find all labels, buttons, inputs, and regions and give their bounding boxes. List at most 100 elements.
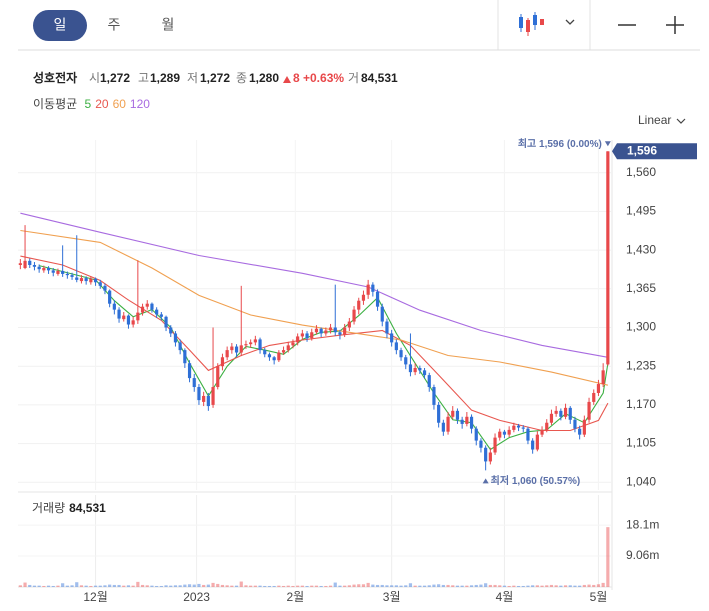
candle-body	[75, 277, 79, 280]
candle-body	[89, 278, 93, 283]
volume-bar	[169, 585, 173, 587]
tab[interactable]: 월	[162, 17, 175, 33]
y-tick-label: 18.1m	[626, 517, 659, 531]
volume-bar	[432, 584, 436, 587]
volume-bar	[79, 585, 84, 587]
candle-body	[249, 342, 253, 345]
volume-bar	[23, 582, 27, 587]
volume-bar	[267, 585, 272, 587]
y-tick-label: 1,430	[626, 242, 656, 256]
volume-bar	[404, 585, 408, 587]
y-tick-label: 1,365	[626, 281, 656, 295]
high-annotation: 최고 1,596 (0.00%)	[518, 137, 602, 150]
volume-bar	[352, 584, 356, 587]
volume-bar	[361, 584, 366, 587]
volume-bar	[93, 585, 98, 587]
y-tick-label: 1,560	[626, 165, 656, 179]
candle-body	[361, 294, 366, 301]
candle-body	[582, 419, 586, 435]
candle-body	[84, 278, 88, 282]
volume-bar	[187, 584, 192, 587]
volume-bar	[328, 585, 333, 587]
candle-body	[484, 447, 488, 462]
candle-body	[51, 270, 55, 273]
volume-bar	[578, 585, 582, 587]
price-tag-label: 1,596	[627, 143, 657, 157]
volume-bar	[300, 585, 304, 587]
volume-bar	[117, 584, 121, 587]
quote-value: 1,272	[200, 71, 230, 85]
volume-bar	[202, 584, 206, 587]
candle-body	[606, 151, 610, 365]
scale-selector[interactable]: Linear	[638, 113, 671, 127]
candle-body	[314, 328, 319, 333]
candle-body	[206, 395, 210, 407]
candle-body	[23, 260, 27, 268]
candle-body	[258, 339, 262, 351]
candle-body	[159, 314, 163, 317]
y-tick-label: 9.06m	[626, 548, 659, 562]
candle-body	[399, 350, 403, 358]
candle-body	[366, 284, 370, 295]
stock-name: 성호전자	[33, 70, 77, 85]
volume-bar	[291, 585, 295, 587]
tab[interactable]: 주	[108, 17, 121, 33]
volume-bar	[441, 584, 445, 587]
low-marker	[482, 478, 489, 484]
change-pct: +0.63%	[303, 71, 344, 85]
candle-body	[117, 309, 121, 319]
candle-body	[432, 387, 436, 405]
chart-type-button[interactable]	[519, 12, 575, 36]
scale-chevron[interactable]	[676, 118, 686, 124]
volume-bar	[249, 585, 253, 587]
x-tick-label: 5월	[590, 590, 608, 604]
candle-body	[277, 352, 281, 361]
volume-bar	[84, 585, 88, 587]
volume-bar	[216, 583, 220, 587]
candle-body	[531, 440, 535, 450]
candle-body	[437, 404, 441, 423]
volume-bar	[108, 584, 112, 587]
x-tick-label: 4월	[496, 590, 514, 604]
zoom-in[interactable]	[666, 16, 684, 34]
quote-value: 1,289	[150, 71, 180, 85]
volume-bar	[549, 584, 554, 587]
candle-body	[310, 332, 314, 339]
candle-body	[192, 378, 196, 388]
candle-body	[418, 367, 422, 371]
volume-bar	[502, 585, 507, 587]
volume-bar	[234, 585, 239, 587]
candle-body	[126, 315, 131, 325]
candle-body	[563, 407, 568, 417]
candle-body	[375, 291, 380, 307]
candle-body	[413, 367, 417, 373]
quote-label: 종	[236, 71, 247, 85]
ma-line	[20, 255, 609, 432]
volume-bar	[75, 582, 79, 587]
volume-bar	[159, 585, 163, 587]
volume-bar	[51, 585, 55, 587]
volume-bar	[526, 585, 530, 587]
volume-bar	[413, 585, 417, 587]
candle-body	[267, 354, 272, 358]
volume-bar	[512, 585, 516, 587]
volume-bar	[164, 585, 168, 587]
volume-bar	[535, 585, 539, 587]
candle-body	[178, 342, 182, 351]
quote-label: 거	[348, 71, 359, 85]
tab[interactable]: 일	[54, 17, 67, 33]
candle-body	[347, 321, 351, 328]
candle-body	[568, 407, 572, 420]
candle-body	[352, 309, 356, 322]
candle-body	[286, 345, 290, 351]
volume-bar	[357, 584, 361, 587]
candle-body	[145, 303, 149, 307]
tab-active-bg[interactable]	[33, 10, 87, 41]
y-tick-label: 1,170	[626, 397, 656, 411]
candle-body	[169, 327, 173, 334]
volume-bar	[540, 585, 544, 587]
volume-bar	[516, 585, 521, 587]
volume-bar	[469, 585, 474, 587]
x-tick-label: 12월	[83, 590, 107, 604]
